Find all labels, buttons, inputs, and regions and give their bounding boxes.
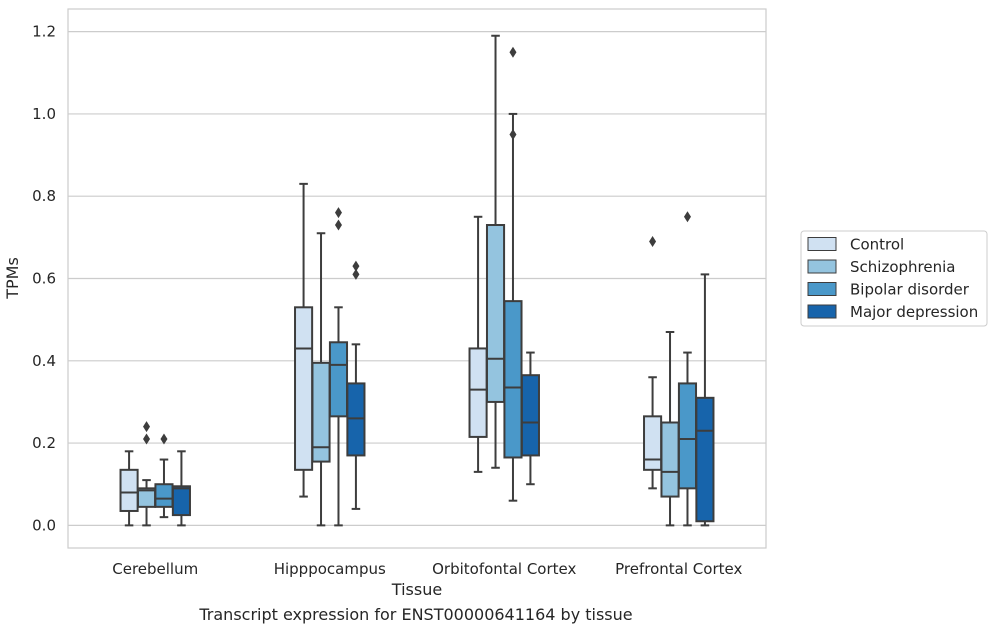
outlier-point bbox=[160, 433, 168, 445]
x-tick-label: Hipppocampus bbox=[274, 560, 386, 578]
y-tick-label: 0.2 bbox=[32, 434, 56, 452]
outlier-point bbox=[683, 211, 691, 223]
legend: Control Schizophrenia Bipolar disorder Majo… bbox=[800, 230, 988, 327]
outlier-point bbox=[352, 268, 360, 280]
box bbox=[328, 207, 349, 527]
y-tick-label: 0.8 bbox=[32, 187, 56, 205]
y-axis-ticks: 0.0 0.2 0.4 0.6 0.8 1.0 1.2 bbox=[32, 23, 56, 535]
box bbox=[520, 351, 540, 486]
box-iqr bbox=[485, 224, 506, 403]
box-iqr bbox=[503, 300, 523, 459]
box-iqr bbox=[695, 396, 715, 523]
x-tick-label: Cerebellum bbox=[112, 560, 198, 578]
boxes-layer bbox=[119, 34, 715, 527]
box-iqr bbox=[119, 468, 139, 512]
legend-label: Major depression bbox=[850, 303, 978, 321]
outlier-point bbox=[143, 433, 151, 445]
box-iqr bbox=[660, 421, 680, 498]
box bbox=[503, 46, 523, 502]
box-iqr bbox=[677, 382, 698, 490]
y-tick-label: 0.6 bbox=[32, 270, 56, 288]
box bbox=[695, 273, 715, 527]
y-tick-label: 0.0 bbox=[32, 516, 56, 534]
y-tick-label: 1.2 bbox=[32, 23, 56, 41]
legend-items: Control Schizophrenia Bipolar disorder Majo… bbox=[807, 236, 978, 321]
box-plot: 0.0 0.2 0.4 0.6 0.8 1.0 1.2 Cerebellum Hipppoca… bbox=[3, 8, 988, 599]
y-axis-label: TPMs bbox=[3, 257, 22, 300]
box bbox=[660, 330, 680, 527]
box bbox=[346, 260, 366, 510]
box bbox=[677, 211, 698, 527]
x-axis-ticks: Cerebellum Hipppocampus Orbitofontal Corte… bbox=[112, 560, 742, 578]
legend-label: Control bbox=[850, 236, 904, 254]
outlier-point bbox=[509, 128, 517, 140]
outlier-point bbox=[143, 421, 151, 433]
legend-frame bbox=[800, 230, 988, 327]
legend-label: Bipolar disorder bbox=[850, 281, 970, 299]
box bbox=[468, 215, 488, 473]
box-iqr bbox=[294, 306, 314, 471]
outlier-point bbox=[649, 235, 657, 247]
box bbox=[294, 182, 314, 498]
outlier-point bbox=[334, 219, 342, 231]
box-iqr bbox=[328, 341, 349, 418]
box-iqr bbox=[154, 483, 174, 508]
box-iqr bbox=[468, 347, 488, 438]
legend-swatch bbox=[807, 237, 837, 251]
plot-area-frame bbox=[67, 8, 767, 549]
figure-caption: Transcript expression for ENST0000064116… bbox=[199, 605, 633, 624]
box-iqr bbox=[643, 415, 663, 471]
box-iqr bbox=[520, 374, 540, 457]
x-tick-label: Prefrontal Cortex bbox=[615, 560, 742, 578]
y-tick-label: 0.4 bbox=[32, 352, 56, 370]
outlier-point bbox=[509, 46, 517, 58]
box-iqr bbox=[171, 485, 191, 517]
x-tick-label: Orbitofontal Cortex bbox=[432, 560, 576, 578]
outlier-point bbox=[352, 260, 360, 272]
legend-swatch bbox=[807, 282, 837, 296]
box bbox=[171, 450, 191, 527]
box bbox=[136, 421, 157, 527]
legend-label: Schizophrenia bbox=[850, 258, 955, 276]
outlier-point bbox=[334, 207, 342, 219]
y-tick-label: 1.0 bbox=[32, 105, 56, 123]
box bbox=[119, 450, 139, 527]
x-axis-label: Tissue bbox=[391, 580, 442, 599]
box bbox=[154, 433, 174, 519]
legend-swatch bbox=[807, 304, 837, 319]
legend-swatch bbox=[807, 259, 837, 274]
box-iqr bbox=[346, 382, 366, 457]
